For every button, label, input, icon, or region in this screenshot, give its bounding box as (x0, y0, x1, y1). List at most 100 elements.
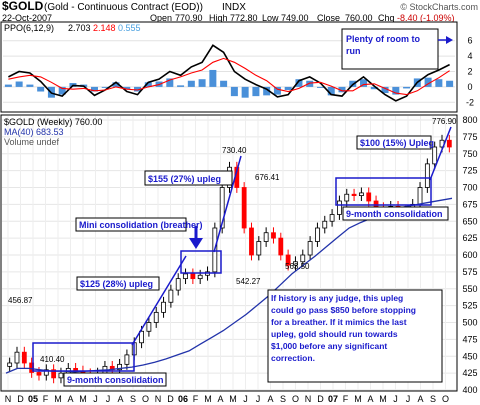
x-tick: F (43, 394, 49, 404)
candle-body (263, 232, 269, 242)
ppo-value-2: 2.148 (93, 23, 116, 33)
upleg100-label-box (356, 135, 432, 150)
ppo-histogram-bar (177, 85, 185, 87)
low-value: 749.00 (281, 13, 309, 23)
upleg155-label-box (144, 170, 233, 186)
ppo-histogram-bar (338, 86, 346, 93)
x-tick: N (305, 394, 312, 404)
consolidation-label-1: 9-month consolidation (67, 375, 164, 385)
price-y-tick: 425 (462, 368, 477, 378)
ppo-histogram-bar (252, 86, 260, 97)
ppo-histogram-bar (295, 79, 303, 87)
legend-volume: Volume undef (4, 137, 60, 147)
candle-body (190, 273, 196, 280)
date-label: 22-Oct-2007 (2, 13, 52, 23)
x-tick: O (442, 394, 449, 404)
candle-body (14, 351, 20, 364)
ppo-annotation-box (341, 28, 439, 70)
ppo-y-tick: 4 (467, 51, 472, 61)
mini-consolidation-label-box (75, 217, 187, 232)
ppo-value-1: 2.703 (68, 23, 91, 33)
legend-price: $GOLD (Weekly) 760.00 (4, 117, 102, 127)
x-tick: N (5, 394, 12, 404)
price-label-54227: 542.27 (236, 277, 261, 286)
high-label: High (209, 13, 228, 23)
ppo-histogram-bar (90, 86, 98, 92)
upleg125-label: $125 (28%) upleg (80, 279, 153, 289)
watermark: © StockCharts.com (400, 2, 478, 12)
x-tick: J (243, 394, 248, 404)
consolidation-label-2-box (342, 206, 449, 221)
x-tick: A (67, 394, 73, 404)
candle-body (293, 261, 298, 266)
ppo-value-3: 0.555 (118, 23, 141, 33)
consolidation-label-2: 9-month consolidation (346, 209, 443, 219)
ppo-label: PPO(6,12,9) (4, 23, 54, 33)
upleg100-line (429, 126, 452, 181)
ppo-histogram-bar (230, 86, 238, 97)
legend-ma: MA(40) 683.53 (4, 127, 64, 137)
x-tick: M (379, 394, 387, 404)
candle-body (21, 351, 27, 364)
price-label-56350: 563.50 (285, 262, 310, 271)
upleg155-label: $155 (27%) upleg (148, 174, 221, 184)
x-tick: F (343, 394, 349, 404)
candle-body (278, 237, 284, 256)
x-tick: F (193, 394, 199, 404)
candle-body (7, 362, 13, 367)
ppo-annotation-arrowhead (446, 36, 453, 44)
candle-body (139, 330, 144, 344)
open-value: 770.90 (175, 13, 203, 23)
mini-arrowhead (189, 238, 203, 249)
ppo-histogram-bar (26, 84, 34, 87)
low-label: Low (262, 13, 279, 23)
ppo-histogram-bar (370, 86, 378, 90)
candle-body (219, 187, 225, 229)
close-label: Close (317, 13, 340, 23)
candle-body (351, 193, 357, 197)
candle-body (446, 139, 452, 148)
ppo-histogram-bar (392, 86, 400, 95)
mini-consolidation-box (180, 250, 222, 274)
price-y-tick: 775 (462, 132, 477, 142)
candle-body (153, 311, 159, 323)
ppo-y-tick: 6 (467, 36, 472, 46)
x-tick: 05 (28, 394, 38, 404)
candle-body (58, 372, 64, 379)
ppo-histogram-bar (424, 77, 432, 87)
price-y-tick: 475 (462, 334, 477, 344)
consolidation-label-1-box (63, 372, 167, 387)
x-tick: D (17, 394, 24, 404)
ppo-histogram-bar (58, 86, 66, 95)
ppo-y-tick: 0 (467, 82, 472, 92)
x-tick: J (406, 394, 411, 404)
ppo-histogram-bar (112, 82, 120, 87)
x-tick: A (367, 394, 373, 404)
x-tick: M (204, 394, 212, 404)
x-tick: A (267, 394, 273, 404)
open-label: Open (150, 13, 172, 23)
ppo-histogram-bar (273, 86, 281, 95)
ppo-histogram-bar (241, 86, 249, 98)
upleg100-label: $100 (15%) Upleg (360, 138, 434, 148)
candle-body (168, 289, 174, 303)
candle-body (344, 193, 350, 202)
ppo-histogram-bar (316, 86, 324, 88)
candle-body (424, 163, 430, 188)
price-y-tick: 400 (462, 385, 477, 395)
candle-body (366, 192, 372, 202)
x-tick: J (106, 394, 111, 404)
price-y-tick: 500 (462, 318, 477, 328)
ppo-histogram-bar (134, 86, 142, 92)
consolidation-box-1 (32, 342, 135, 372)
ppo-annotation-line-2: run (346, 46, 361, 56)
price-y-tick: 550 (462, 284, 477, 294)
candle-body (51, 369, 57, 379)
price-y-tick: 725 (462, 166, 477, 176)
candle-body (329, 214, 335, 222)
candle-body (307, 241, 313, 256)
ppo-histogram-bar (4, 84, 12, 87)
candle-body (417, 187, 423, 205)
price-label-67641: 676.41 (255, 173, 280, 182)
instrument-name: (Gold - Continuous Contract (EOD)) (44, 2, 203, 13)
